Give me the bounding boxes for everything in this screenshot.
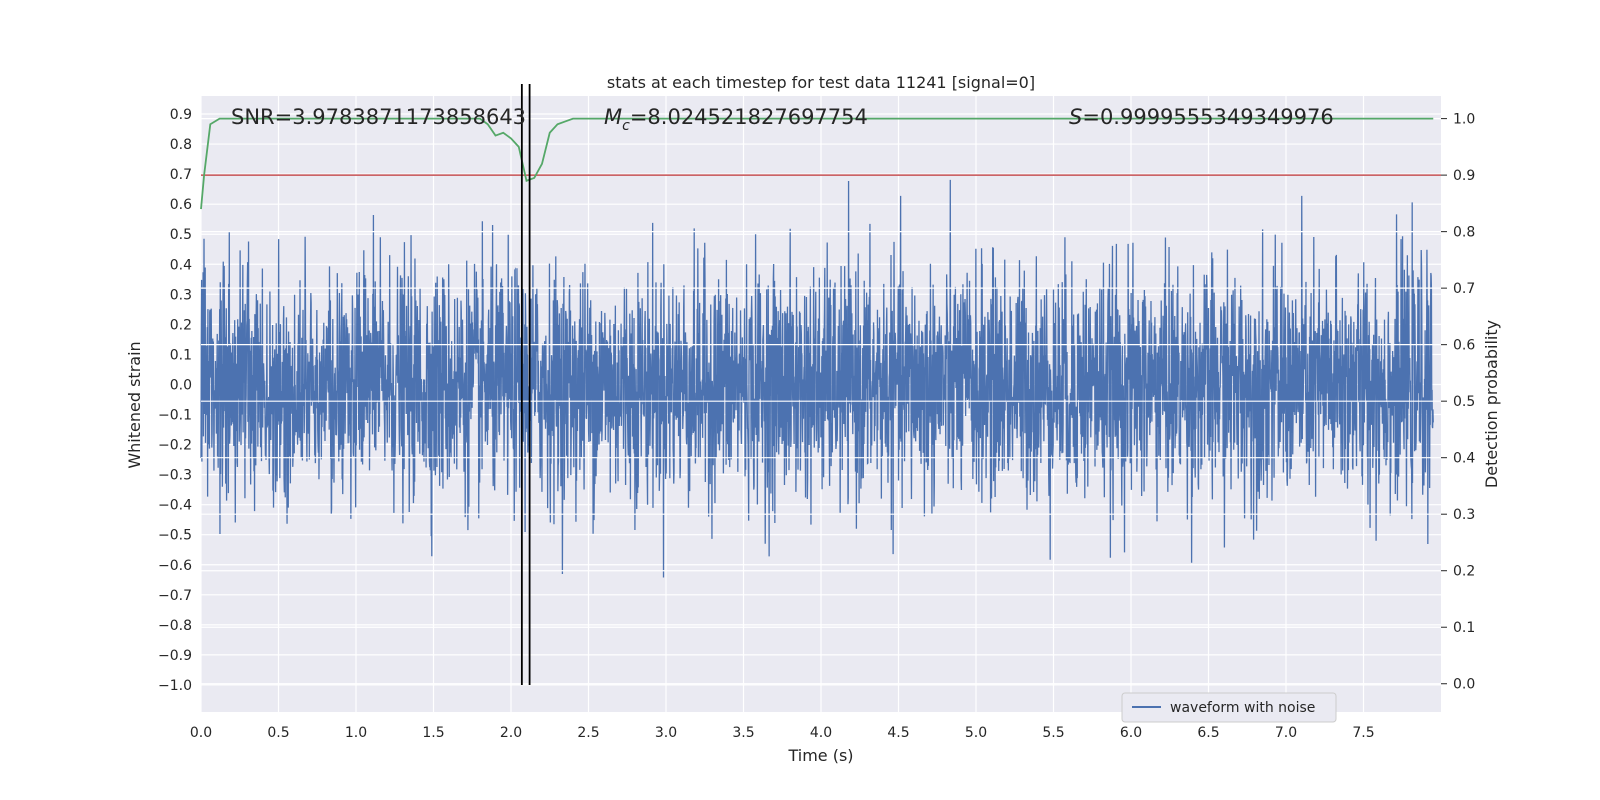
waveform-line — [200, 179, 1434, 578]
x-tick-label: 3.5 — [732, 725, 754, 741]
x-tick-label: 1.0 — [345, 725, 367, 741]
x-tick-label: 3.0 — [655, 725, 677, 741]
probability-symbol: S — [1069, 105, 1082, 129]
chirp-mass-value: =8.024521827697754 — [630, 105, 868, 129]
y-right-tick-label: 0.9 — [1453, 168, 1475, 184]
y-left-tick-label: −0.9 — [158, 648, 192, 664]
x-tick-label: 5.5 — [1042, 725, 1064, 741]
y-right-tick-label: 0.6 — [1453, 338, 1475, 354]
probability-annotation: S=0.9999555349349976 — [1069, 105, 1334, 129]
y-right-tick-label: 1.0 — [1453, 112, 1475, 128]
y-left-tick-label: −0.8 — [158, 618, 192, 634]
x-axis-label: Time (s) — [787, 746, 853, 765]
snr-annotation: SNR=3.9783871173858643 — [231, 105, 526, 129]
y-right-tick-label: 0.2 — [1453, 564, 1475, 580]
y-left-tick-label: 0.5 — [170, 227, 192, 243]
probability-value: =0.9999555349349976 — [1082, 105, 1333, 129]
y-left-tick-label: 0.8 — [170, 137, 192, 153]
chirp-mass-annotation: Mc=8.024521827697754 — [604, 105, 868, 134]
y-left-tick-label: 0.0 — [170, 377, 192, 393]
chart-title: stats at each timestep for test data 112… — [607, 73, 1035, 92]
x-tick-label: 0.5 — [267, 725, 289, 741]
detection-probability-line — [200, 117, 1434, 210]
y-right-tick-label: 0.3 — [1453, 507, 1475, 523]
chirp-mass-symbol: M — [604, 105, 622, 129]
y-left-tick-label: −0.5 — [158, 528, 192, 544]
y-left-tick-label: 0.4 — [170, 257, 192, 273]
y-left-tick-label: 0.3 — [170, 287, 192, 303]
y-left-tick-label: −0.7 — [158, 588, 192, 604]
x-tick-label: 5.0 — [965, 725, 987, 741]
overlay-series — [200, 83, 1441, 685]
x-tick-label: 1.5 — [422, 725, 444, 741]
y-left-tick-label: 0.6 — [170, 197, 192, 213]
axis-ticks: 0.0 0.5 1.0 1.5 2.0 2.5 3.0 3.5 4.0 4.5 5.0 5.5 6.0 6… — [158, 107, 1475, 741]
x-tick-label: 0.0 — [190, 725, 212, 741]
y-left-tick-label: −1.0 — [158, 678, 192, 694]
y-left-tick-label: −0.2 — [158, 438, 192, 454]
y-right-tick-label: 0.0 — [1453, 677, 1475, 693]
y-right-tick-label: 0.8 — [1453, 225, 1475, 241]
legend-box — [1121, 692, 1337, 723]
y-left-tick-label: 0.1 — [170, 347, 192, 363]
y-left-tick-label: 0.2 — [170, 317, 192, 333]
legend-label: waveform with noise — [1170, 700, 1315, 716]
y-left-tick-label: −0.4 — [158, 498, 192, 514]
chirp-mass-subscript: c — [622, 118, 630, 134]
y-left-tick-label: 0.7 — [170, 167, 192, 183]
x-tick-label: 7.5 — [1352, 725, 1374, 741]
y-right-tick-label: 0.5 — [1453, 394, 1475, 410]
x-tick-label: 4.0 — [810, 725, 832, 741]
x-tick-label: 2.0 — [500, 725, 522, 741]
y-right-tick-label: 0.1 — [1453, 620, 1475, 636]
y-left-tick-label: −0.3 — [158, 468, 192, 484]
x-tick-label: 6.5 — [1197, 725, 1219, 741]
x-tick-label: 7.0 — [1275, 725, 1297, 741]
y-left-tick-label: −0.1 — [158, 408, 192, 424]
y-right-tick-label: 0.7 — [1453, 281, 1475, 297]
y-axis-label-right: Detection probability — [1482, 320, 1501, 488]
legend: waveform with noise — [1121, 692, 1337, 723]
y-axis-label-left: Whitened strain — [125, 341, 144, 468]
y-left-tick-label: −0.6 — [158, 558, 192, 574]
y-left-tick-label: 0.9 — [170, 107, 192, 123]
y-right-tick-label: 0.4 — [1453, 451, 1475, 467]
x-tick-label: 2.5 — [577, 725, 599, 741]
x-tick-label: 6.0 — [1120, 725, 1142, 741]
x-tick-label: 4.5 — [887, 725, 909, 741]
